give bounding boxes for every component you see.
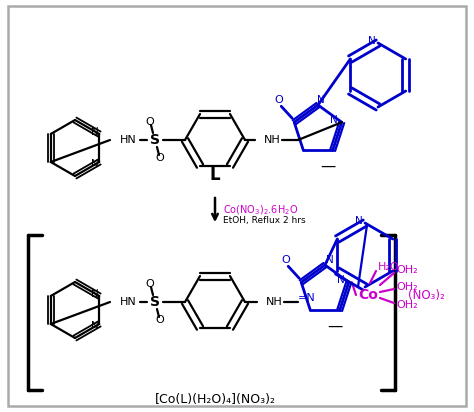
Text: O: O xyxy=(155,315,164,325)
Text: S: S xyxy=(150,133,160,147)
Text: O: O xyxy=(155,153,164,163)
Text: Co(NO$_3$)$_2$.6H$_2$O: Co(NO$_3$)$_2$.6H$_2$O xyxy=(223,203,298,217)
Text: N: N xyxy=(337,275,345,285)
Text: S: S xyxy=(150,295,160,309)
Text: OH₂: OH₂ xyxy=(396,265,418,275)
Text: OH₂: OH₂ xyxy=(396,282,418,292)
Text: —: — xyxy=(327,319,342,334)
Text: N: N xyxy=(91,127,99,137)
Text: —: — xyxy=(320,159,335,174)
Text: HN: HN xyxy=(120,135,137,145)
Text: =N: =N xyxy=(298,293,316,303)
Text: O: O xyxy=(146,279,155,289)
Text: L: L xyxy=(210,166,220,184)
Text: O: O xyxy=(282,255,291,265)
Text: N: N xyxy=(330,115,337,125)
Text: (NO₃)₂: (NO₃)₂ xyxy=(408,288,445,302)
Text: HN: HN xyxy=(120,297,137,307)
Text: N: N xyxy=(368,36,376,46)
FancyBboxPatch shape xyxy=(8,6,466,406)
Text: O: O xyxy=(146,117,155,127)
Text: NH: NH xyxy=(264,135,281,145)
Text: N: N xyxy=(91,321,99,331)
Text: [Co(L)(H₂O)₄](NO₃)₂: [Co(L)(H₂O)₄](NO₃)₂ xyxy=(155,393,275,407)
Text: N: N xyxy=(355,216,363,226)
Text: N: N xyxy=(91,289,99,299)
Text: H₂O: H₂O xyxy=(378,262,400,272)
Text: N: N xyxy=(317,95,325,105)
Text: O: O xyxy=(275,95,283,105)
Text: Co: Co xyxy=(358,288,378,302)
Text: N: N xyxy=(91,159,99,169)
Text: EtOH, Reflux 2 hrs: EtOH, Reflux 2 hrs xyxy=(223,215,306,225)
Text: NH: NH xyxy=(266,297,283,307)
Text: N: N xyxy=(326,255,334,265)
Text: OH₂: OH₂ xyxy=(396,300,418,310)
